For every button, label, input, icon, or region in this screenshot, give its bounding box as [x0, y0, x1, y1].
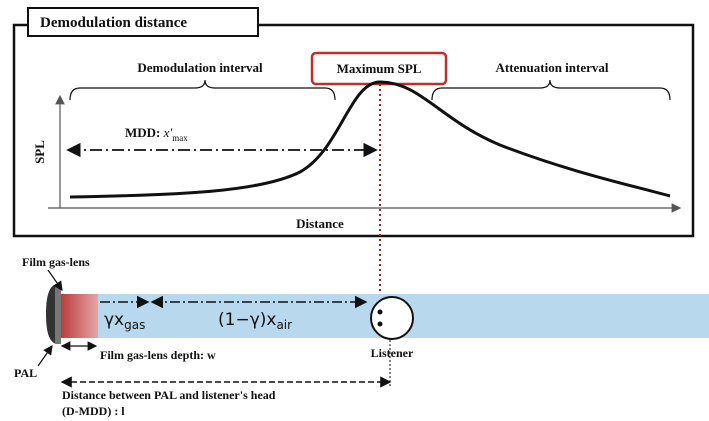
- mdd-symbol: x′: [163, 125, 173, 140]
- pal-label: PAL: [14, 366, 37, 380]
- spl-curve: [69, 80, 671, 199]
- air-term: (1−γ)xair: [218, 310, 292, 332]
- title-tab: [27, 7, 259, 37]
- ear: [377, 321, 383, 327]
- x-axis-label: Distance: [296, 216, 344, 231]
- gas-symbol: γx: [104, 310, 124, 330]
- gas-subscript: gas: [124, 318, 145, 332]
- mdd-text: MDD:: [125, 125, 160, 140]
- air-subscript: air: [276, 318, 292, 332]
- film-gas-lens-label: Film gas-lens: [22, 255, 90, 269]
- pointer: [47, 269, 63, 291]
- demodulation-interval: Demodulation interval: [137, 60, 263, 75]
- film-depth-label: Film gas-lens depth: w: [100, 348, 216, 362]
- mdd-label: MDD: x′max: [125, 125, 188, 143]
- listener-label: Listener: [371, 346, 414, 360]
- y-axis-label: SPL: [32, 140, 47, 164]
- ear: [377, 309, 383, 315]
- pal-face: [55, 284, 61, 344]
- panel-title: Demodulation distance: [40, 15, 187, 31]
- pointer: [37, 345, 53, 367]
- mdd-subscript: max: [172, 133, 188, 143]
- film-gas-lens: [60, 294, 98, 338]
- panel-frame: [12, 23, 695, 238]
- brace: [431, 79, 671, 101]
- maximum-spl: Maximum SPL: [337, 61, 422, 76]
- brace: [69, 79, 336, 101]
- gas-term: γxgas: [104, 310, 145, 332]
- distance-label: Distance between PAL and listener's head: [62, 388, 276, 402]
- distance-label: (D-MDD) : l: [62, 404, 125, 418]
- air-symbol: (1−γ)x: [218, 310, 276, 330]
- attenuation-interval: Attenuation interval: [495, 60, 608, 75]
- listener-head: [370, 296, 414, 340]
